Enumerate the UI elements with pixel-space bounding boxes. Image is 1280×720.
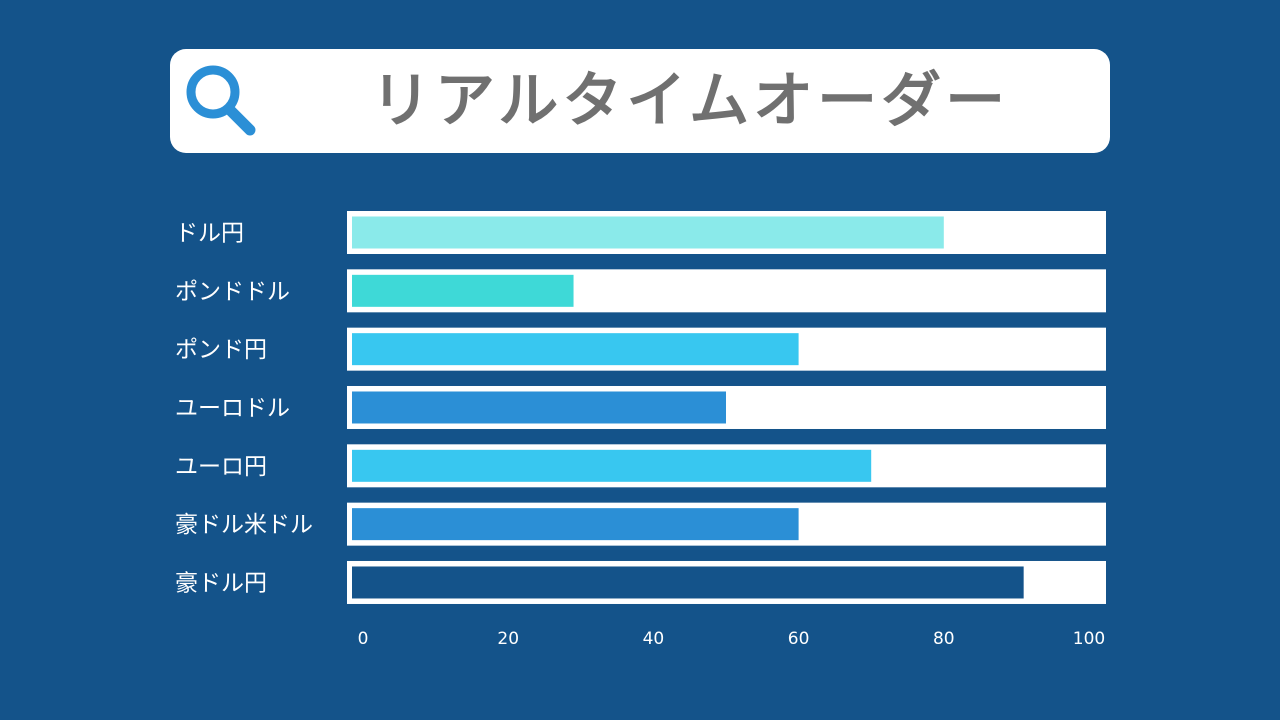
bar	[352, 449, 872, 482]
bar	[352, 566, 1024, 599]
x-tick-label: 40	[643, 629, 665, 649]
x-tick-label: 100	[1073, 629, 1105, 649]
category-label: 豪ドル米ドル	[175, 512, 313, 538]
category-label: ユーロドル	[175, 395, 290, 421]
search-bar: リアルタイムオーダー	[170, 49, 1110, 153]
category-label: 豪ドル円	[175, 570, 267, 596]
category-label: ユーロ円	[175, 454, 267, 480]
search-icon	[186, 65, 256, 136]
bar	[352, 391, 726, 424]
category-label: ポンド円	[175, 337, 267, 363]
x-tick-label: 0	[358, 629, 369, 649]
category-label: ポンドドル	[175, 279, 290, 305]
category-label: ドル円	[175, 221, 244, 247]
page-title: リアルタイムオーダー	[370, 66, 1010, 136]
x-tick-label: 20	[497, 629, 519, 649]
bar	[352, 333, 799, 366]
x-tick-label: 80	[933, 629, 955, 649]
bar	[352, 508, 799, 541]
x-tick-label: 60	[788, 629, 810, 649]
bar	[352, 274, 574, 307]
bar	[352, 216, 944, 249]
